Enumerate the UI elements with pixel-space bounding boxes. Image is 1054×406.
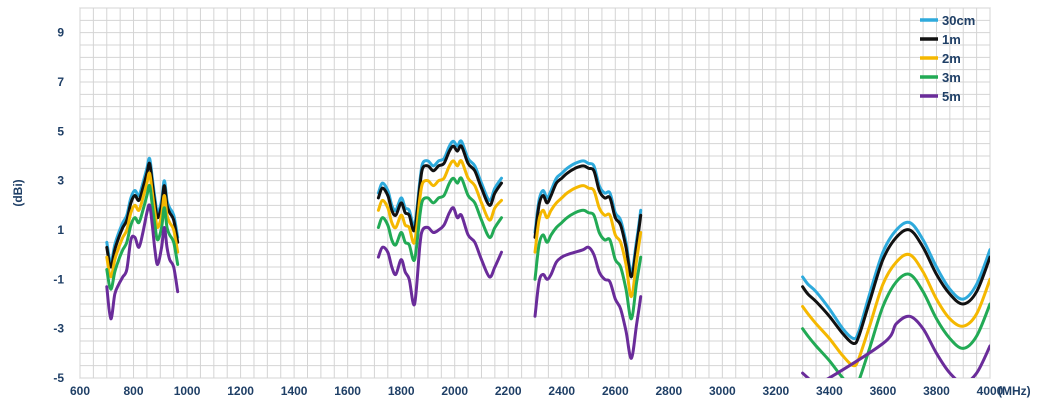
series-line-1m: [801, 228, 990, 346]
legend-label-30cm: 30cm: [942, 13, 975, 28]
series-line-1m: [533, 164, 643, 279]
x-tick-label: 2600: [602, 384, 629, 398]
x-tick-label: 2800: [655, 384, 682, 398]
y-tick-label: 7: [57, 75, 64, 89]
y-tick-label: 9: [57, 26, 64, 40]
series-line-3m: [533, 208, 643, 321]
x-tick-label: 3000: [709, 384, 736, 398]
x-tick-label: 1800: [388, 384, 415, 398]
y-tick-label: -1: [53, 272, 64, 286]
x-tick-label: 2000: [441, 384, 468, 398]
legend-label-3m: 3m: [942, 70, 961, 85]
y-tick-label: 3: [57, 174, 64, 188]
x-tick-label: 3800: [923, 384, 950, 398]
series-line-5m: [376, 206, 503, 307]
x-tick-label: 4000: [977, 384, 1004, 398]
series-line-3m: [801, 272, 990, 378]
series-line-3m: [376, 176, 503, 262]
x-tick-label: 1400: [281, 384, 308, 398]
series-line-3m: [105, 183, 180, 291]
x-tick-label: 3200: [763, 384, 790, 398]
x-tick-label: 1000: [174, 384, 201, 398]
series-line-2m: [801, 252, 990, 368]
x-tick-label: 2400: [548, 384, 575, 398]
legend-label-5m: 5m: [942, 89, 961, 104]
series-line-5m: [801, 314, 990, 378]
y-tick-label: 1: [57, 223, 64, 237]
series-line-30cm: [801, 220, 990, 341]
y-tick-label: -5: [53, 371, 64, 385]
legend-label-1m: 1m: [942, 32, 961, 47]
x-tick-label: 600: [70, 384, 90, 398]
y-tick-label: 5: [57, 124, 64, 138]
series-line-5m: [533, 245, 643, 360]
series-line-30cm: [376, 139, 503, 228]
series-line-2m: [533, 184, 643, 299]
legend-label-2m: 2m: [942, 51, 961, 66]
series-line-2m: [376, 159, 503, 245]
x-tick-label: 1600: [334, 384, 361, 398]
x-tick-label: 800: [124, 384, 144, 398]
x-tick-label: 3400: [816, 384, 843, 398]
x-tick-label: 2200: [495, 384, 522, 398]
y-tick-label: -3: [53, 322, 64, 336]
x-tick-label: 1200: [227, 384, 254, 398]
series-line-1m: [376, 144, 503, 233]
y-axis-label: (dBi): [11, 179, 25, 206]
x-axis-label: (MHz): [998, 384, 1031, 398]
x-tick-label: 3600: [870, 384, 897, 398]
series-line-5m: [105, 203, 180, 321]
